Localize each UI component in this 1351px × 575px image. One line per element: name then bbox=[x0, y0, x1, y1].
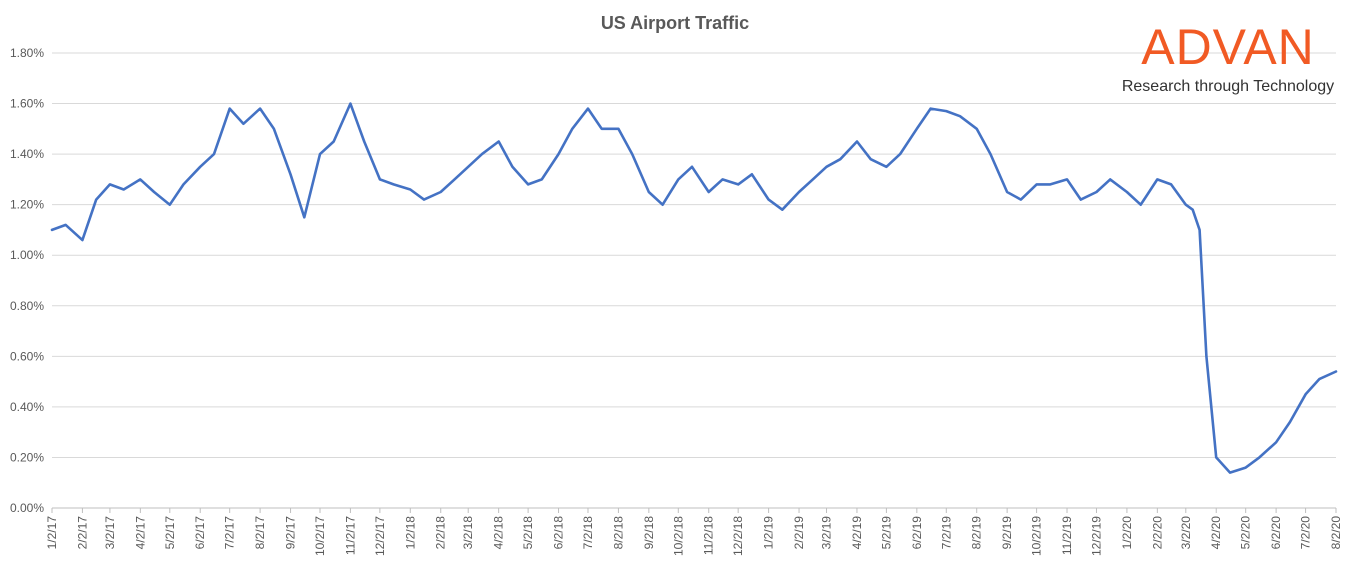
x-tick-label: 9/2/18 bbox=[642, 516, 656, 550]
x-tick-label: 10/2/17 bbox=[313, 516, 327, 556]
gridlines bbox=[52, 52, 1336, 458]
x-tick-label: 5/2/18 bbox=[521, 516, 535, 550]
x-tick-label: 5/2/20 bbox=[1239, 516, 1253, 550]
x-tick-label: 3/2/18 bbox=[461, 516, 475, 550]
x-axis: 1/2/17 2/2/17 3/2/17 4/2/17 5/2/17 6/2/17 7/2/… bbox=[45, 507, 1343, 556]
x-tick-label: 11/2/19 bbox=[1060, 516, 1074, 555]
x-tick-label: 8/2/19 bbox=[970, 516, 984, 550]
y-tick-label: 1.80% bbox=[10, 46, 44, 60]
x-tick-label: 3/2/17 bbox=[103, 516, 117, 550]
x-tick-label: 4/2/17 bbox=[133, 516, 147, 550]
y-tick-label: 1.40% bbox=[10, 147, 44, 161]
series-line bbox=[50, 102, 1338, 474]
x-tick-label: 2/2/20 bbox=[1150, 516, 1164, 550]
x-tick-label: 9/2/17 bbox=[284, 516, 298, 550]
x-tick-label: 4/2/18 bbox=[492, 516, 506, 550]
x-tick-label: 2/2/17 bbox=[75, 516, 89, 550]
x-tick-label: 1/2/18 bbox=[403, 516, 417, 550]
y-tick-label: 0.20% bbox=[10, 450, 44, 464]
x-tick-label: 9/2/19 bbox=[1000, 516, 1014, 550]
x-tick-label: 12/2/18 bbox=[731, 516, 745, 556]
x-tick-label: 7/2/17 bbox=[223, 516, 237, 550]
logo-tagline: Research through Technology bbox=[1121, 78, 1335, 95]
x-tick-label: 4/2/20 bbox=[1209, 516, 1223, 550]
x-tick-label: 3/2/20 bbox=[1179, 516, 1193, 550]
x-tick-label: 10/2/19 bbox=[1030, 516, 1044, 556]
x-tick-label: 11/2/17 bbox=[343, 516, 357, 555]
chart-title: US Airport Traffic bbox=[601, 13, 749, 33]
x-tick-label: 6/2/17 bbox=[193, 516, 207, 550]
x-tick-label: 1/2/19 bbox=[762, 516, 776, 550]
x-tick-label: 8/2/20 bbox=[1329, 516, 1343, 550]
x-tick-label: 6/2/18 bbox=[552, 516, 566, 550]
y-tick-label: 0.40% bbox=[10, 400, 44, 414]
x-tick-label: 7/2/20 bbox=[1299, 516, 1313, 550]
x-tick-label: 12/2/19 bbox=[1089, 516, 1103, 556]
y-tick-label: 1.20% bbox=[10, 198, 44, 212]
series-layer bbox=[50, 102, 1338, 474]
x-tick-label: 3/2/19 bbox=[820, 516, 834, 550]
x-tick-label: 8/2/17 bbox=[253, 516, 267, 550]
x-tick-label: 7/2/18 bbox=[581, 516, 595, 550]
x-tick-label: 5/2/17 bbox=[163, 516, 177, 550]
x-tick-label: 4/2/19 bbox=[850, 516, 864, 550]
x-tick-label: 1/2/17 bbox=[45, 516, 59, 550]
y-tick-label: 0.60% bbox=[10, 349, 44, 363]
y-tick-label: 1.60% bbox=[10, 97, 44, 111]
x-tick-label: 6/2/20 bbox=[1269, 516, 1283, 550]
x-tick-label: 2/2/19 bbox=[792, 516, 806, 550]
x-tick-label: 8/2/18 bbox=[611, 516, 625, 550]
logo-wordmark: ADVAN bbox=[1141, 19, 1315, 75]
x-tick-label: 10/2/18 bbox=[671, 516, 685, 556]
x-tick-label: 5/2/19 bbox=[879, 516, 893, 550]
y-tick-label: 0.80% bbox=[10, 299, 44, 313]
x-tick-label: 2/2/18 bbox=[434, 516, 448, 550]
x-tick-label: 7/2/19 bbox=[939, 516, 953, 550]
x-tick-label: 1/2/20 bbox=[1120, 516, 1134, 550]
y-axis-ticks: 0.00% 0.20% 0.40% 0.60% 0.80% 1.00% 1.20% 1.40%… bbox=[10, 46, 44, 515]
x-tick-label: 11/2/18 bbox=[702, 516, 716, 555]
advan-logo: ADVAN Research through Technology bbox=[1112, 22, 1344, 96]
x-tick-label: 12/2/17 bbox=[373, 516, 387, 556]
y-tick-label: 0.00% bbox=[10, 501, 44, 515]
y-tick-label: 1.00% bbox=[10, 248, 44, 262]
x-tick-label: 6/2/19 bbox=[910, 516, 924, 550]
